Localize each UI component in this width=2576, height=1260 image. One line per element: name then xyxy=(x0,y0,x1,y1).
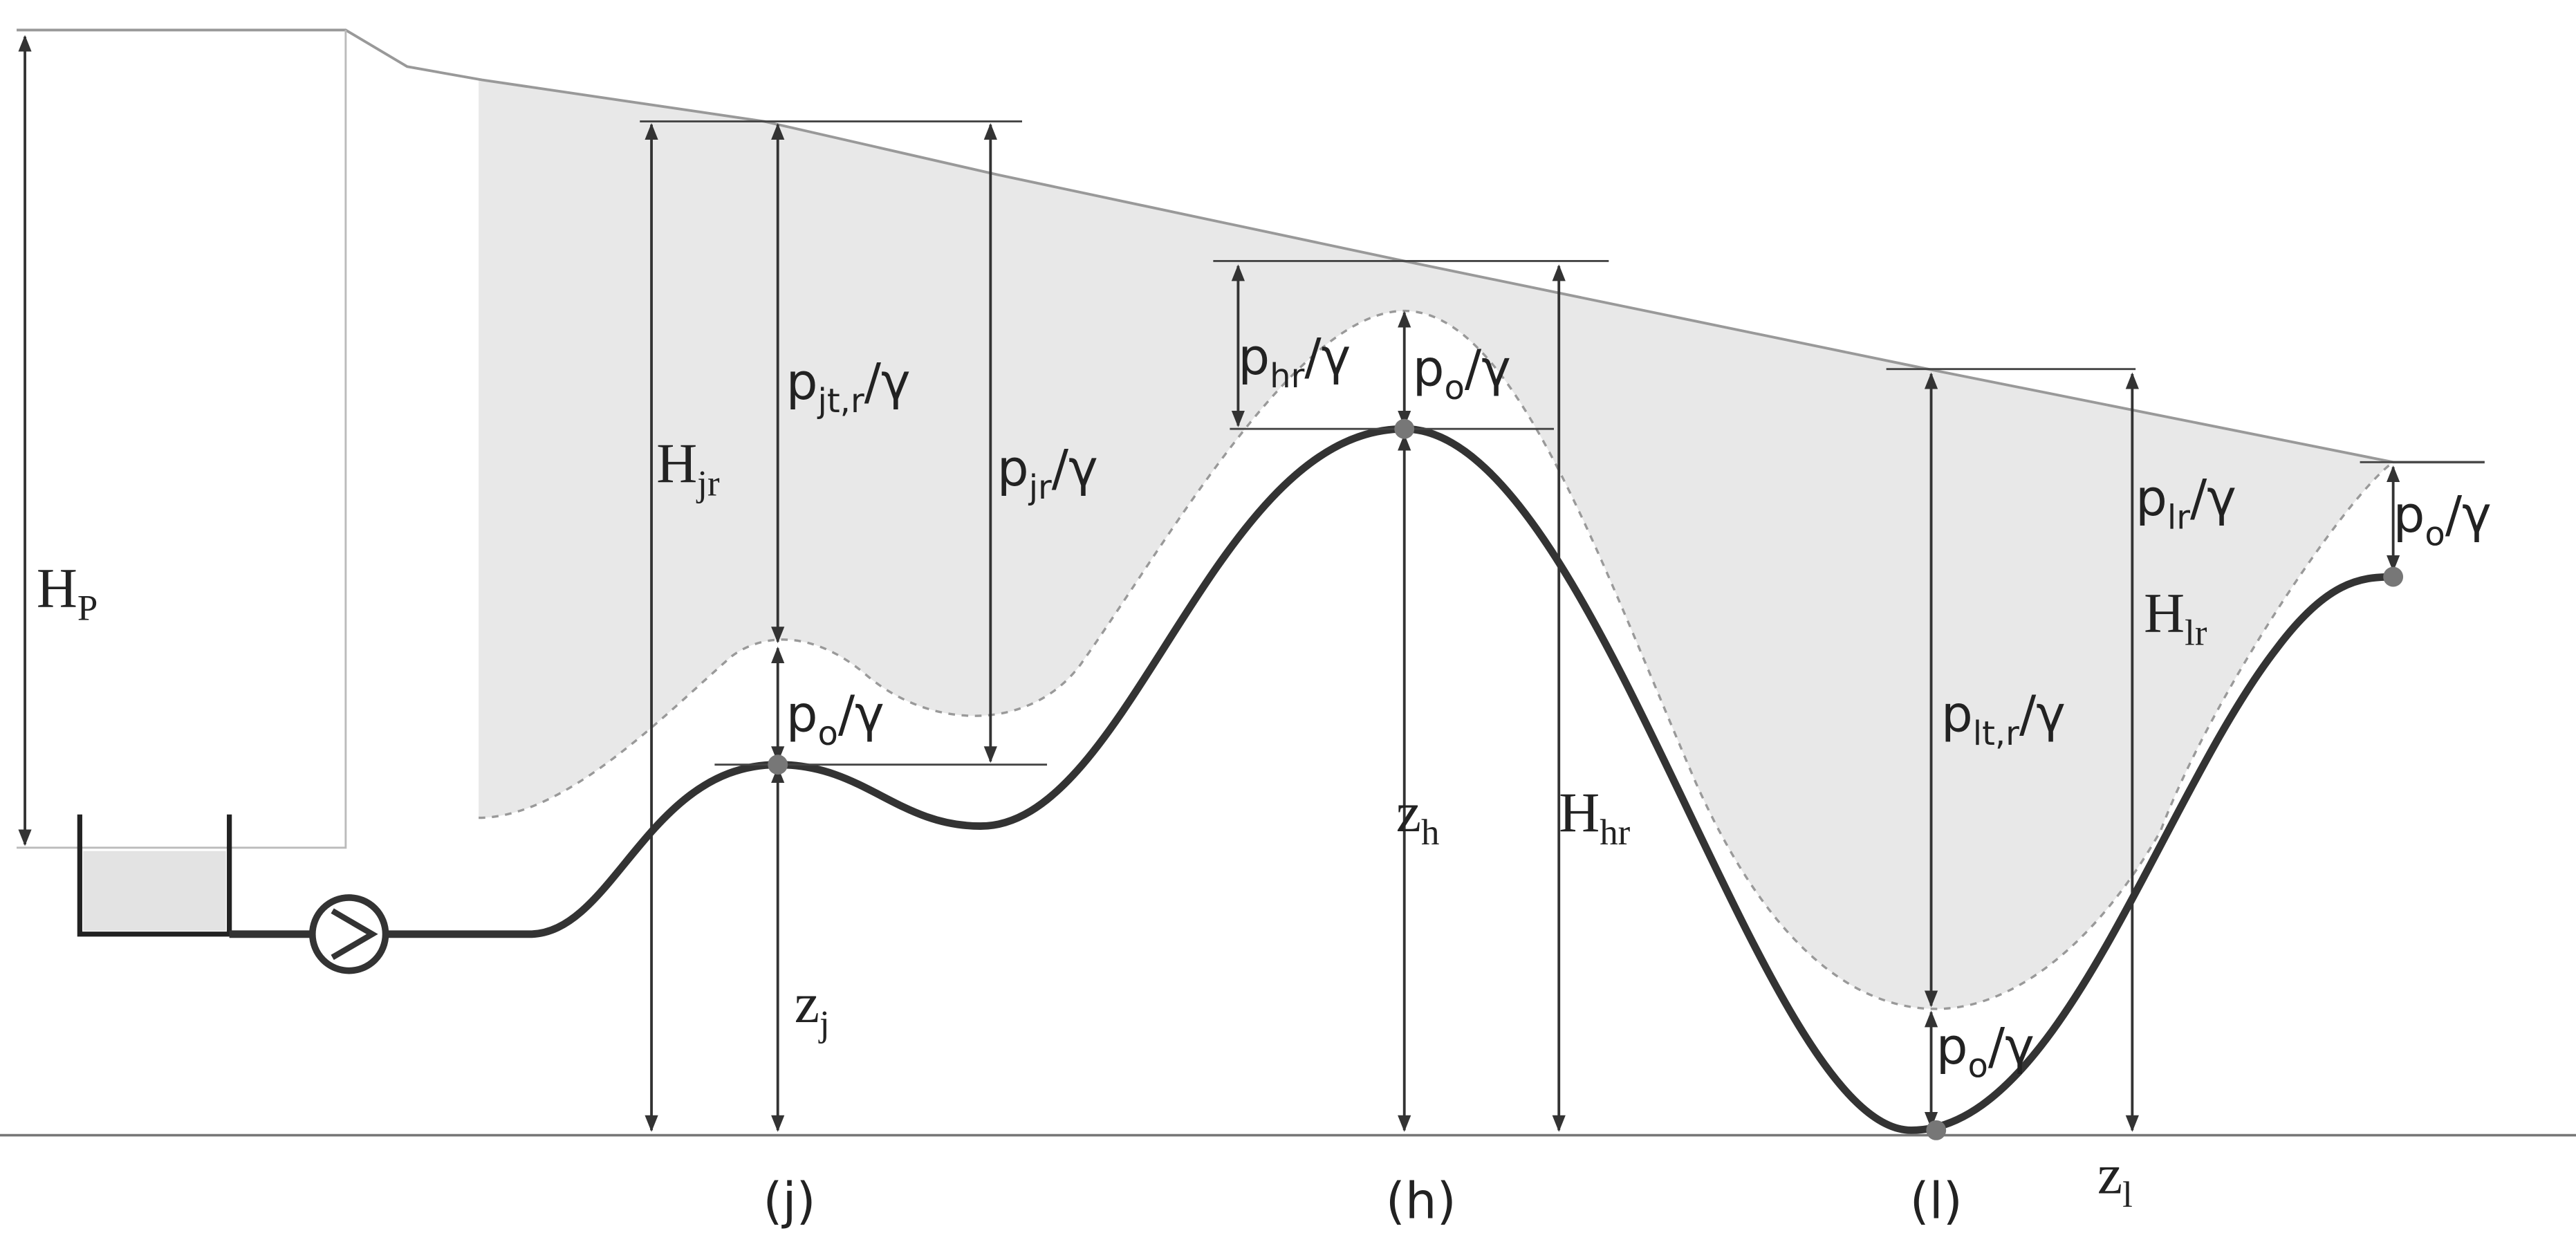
label-subscript: h xyxy=(1421,813,1439,853)
label-main: p xyxy=(997,440,1029,498)
label-suffix: /γ xyxy=(2190,470,2236,528)
label: zl xyxy=(2097,1143,2133,1215)
label-main: z xyxy=(1396,781,1421,844)
label: Hjr xyxy=(656,432,720,503)
pump xyxy=(309,894,389,974)
label-subscript: hr xyxy=(1270,357,1304,396)
reservoir-outline xyxy=(17,30,347,849)
label-suffix: /γ xyxy=(1304,328,1351,387)
label-subscript: jr xyxy=(696,463,720,503)
label: pjr/γ xyxy=(997,440,1098,507)
label-suffix: /γ xyxy=(1465,340,1511,398)
label-subscript: lr xyxy=(2185,613,2207,654)
label-suffix: /γ xyxy=(838,686,884,744)
label-main: p xyxy=(1941,686,1973,744)
label-main: H xyxy=(1559,781,1600,844)
label-subscript: lr xyxy=(2167,498,2190,537)
label-main: p xyxy=(2135,470,2167,528)
label-subscript: l xyxy=(2122,1175,2133,1215)
point-label: (l) xyxy=(1910,1173,1963,1231)
label-suffix: /γ xyxy=(2019,686,2066,744)
label-main: z xyxy=(2097,1143,2122,1206)
label: po/γ xyxy=(786,686,884,753)
label-main: p xyxy=(1238,328,1270,387)
label-main: p xyxy=(2393,486,2425,544)
label-main: H xyxy=(37,556,77,619)
label: po/γ xyxy=(2393,486,2492,553)
label-suffix: /γ xyxy=(1988,1018,2035,1076)
label: po/γ xyxy=(1413,340,1511,407)
label-subscript: o xyxy=(817,714,837,753)
point-label: (j) xyxy=(763,1173,815,1231)
nodes xyxy=(768,418,2404,1140)
tank xyxy=(77,814,232,937)
label-suffix: /γ xyxy=(2445,486,2492,544)
pressure-area xyxy=(479,80,2393,1009)
label-subscript: lt,r xyxy=(1973,714,2019,753)
label: po/γ xyxy=(1936,1018,2035,1085)
label: zh xyxy=(1396,781,1440,853)
label-subscript: o xyxy=(2425,515,2445,553)
label-subscript: jr xyxy=(1028,468,1052,507)
label-main: p xyxy=(1936,1018,1968,1076)
label-subscript: o xyxy=(1445,369,1465,407)
tank-water xyxy=(83,851,226,931)
label-main: H xyxy=(656,432,697,494)
label-main: p xyxy=(786,353,818,411)
label: phr/γ xyxy=(1238,328,1351,396)
label: plt,r/γ xyxy=(1941,686,2066,753)
label-main: p xyxy=(786,686,818,744)
label-subscript: jt,r xyxy=(817,382,864,420)
dimension-arrows xyxy=(18,35,2400,1132)
energy-line xyxy=(17,28,2485,464)
label: Hhr xyxy=(1559,781,1630,853)
pump-symbol xyxy=(331,908,378,961)
label: zj xyxy=(795,972,830,1044)
label-main: z xyxy=(795,972,819,1035)
label-subscript: o xyxy=(1968,1046,1988,1085)
label-main: H xyxy=(2144,581,2185,644)
label-suffix: /γ xyxy=(1052,440,1098,498)
label-subscript: P xyxy=(77,589,98,629)
point-label: (h) xyxy=(1386,1173,1456,1231)
label-subscript: j xyxy=(818,1003,830,1044)
label-suffix: /γ xyxy=(864,353,911,411)
label: plr/γ xyxy=(2135,470,2236,537)
label-main: p xyxy=(1413,340,1445,398)
label: Hlr xyxy=(2144,581,2207,653)
label-subscript: hr xyxy=(1600,813,1630,853)
label: HP xyxy=(37,556,98,628)
label: pjt,r/γ xyxy=(786,353,911,420)
dashed-line xyxy=(479,309,2394,1010)
